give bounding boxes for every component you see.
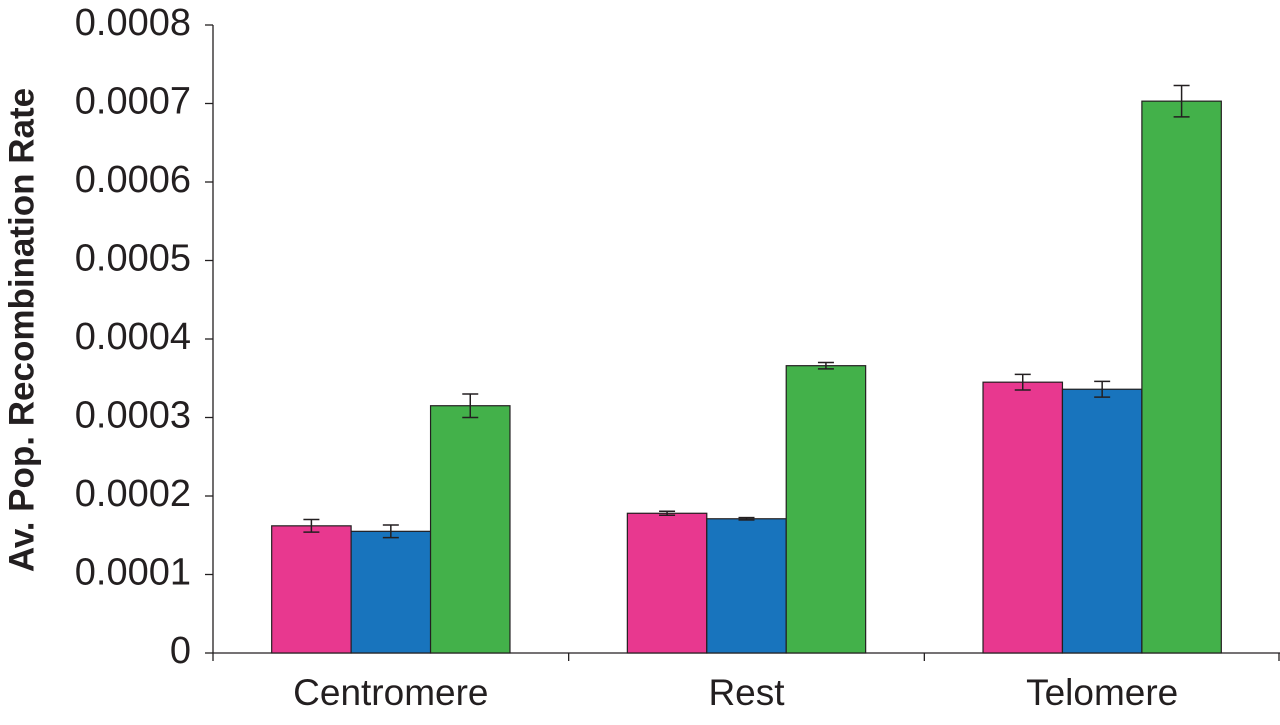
y-axis-label: Av. Pop. Recombination Rate [2, 88, 41, 572]
y-tick-label: 0 [170, 630, 191, 672]
y-tick-label: 0.0002 [75, 473, 191, 515]
x-tick-label: Rest [708, 672, 785, 713]
error-bar [659, 510, 676, 516]
y-tick-label: 0.0001 [75, 552, 191, 594]
y-tick-label: 0.0003 [75, 395, 191, 437]
x-tick-label: Telomere [1026, 672, 1178, 713]
y-tick-label: 0.0005 [75, 238, 191, 280]
y-tick-label: 0.0006 [75, 159, 191, 201]
bar [706, 518, 787, 654]
error-bar [1014, 373, 1031, 391]
bar [271, 525, 352, 654]
bar [1061, 388, 1143, 654]
bar [982, 381, 1064, 654]
bar [429, 405, 511, 654]
x-tick-label: Centromere [293, 672, 488, 713]
error-bar [1094, 380, 1111, 398]
error-bar [1173, 84, 1190, 118]
error-bar [738, 516, 755, 521]
error-bar [462, 393, 479, 419]
y-tick-label: 0.0004 [75, 316, 191, 358]
error-bar [303, 518, 320, 533]
y-tick-label: 0.0007 [75, 81, 191, 123]
bar [350, 530, 432, 654]
y-tick-label: 0.0008 [75, 2, 191, 44]
bar [785, 365, 867, 654]
bar [1141, 100, 1222, 654]
error-bar [382, 524, 399, 539]
error-bar [817, 361, 834, 370]
bar [626, 512, 708, 654]
